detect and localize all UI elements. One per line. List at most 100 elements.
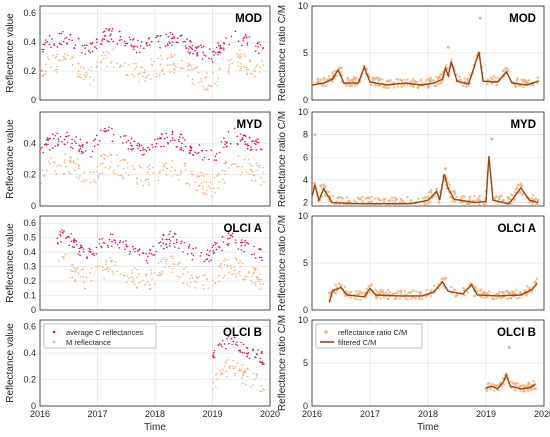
ratio-outlier-point (351, 78, 354, 82)
c-reflectance-point (244, 244, 247, 246)
m-reflectance-point (116, 270, 118, 272)
m-reflectance-point (228, 271, 230, 274)
m-reflectance-point (205, 76, 208, 78)
c-reflectance-point (171, 44, 173, 46)
plot-frame (39, 319, 271, 407)
m-reflectance-point (69, 268, 71, 271)
m-reflectance-point (242, 371, 245, 373)
m-reflectance-point (263, 389, 266, 391)
m-reflectance-point (153, 272, 156, 274)
c-reflectance-point (189, 150, 192, 152)
c-reflectance-point (166, 238, 168, 241)
m-reflectance-point (77, 62, 80, 64)
y-tick-label: 0.6 (23, 322, 36, 332)
c-reflectance-point (51, 38, 53, 40)
c-reflectance-point (188, 244, 191, 246)
y-tick-label: 0.2 (23, 66, 36, 76)
m-reflectance-point (216, 175, 218, 177)
m-reflectance-point (251, 275, 253, 277)
y-axis-label: Reflectance ratio C/M (277, 5, 288, 101)
c-reflectance-point (253, 253, 256, 255)
c-reflectance-point (240, 44, 243, 47)
c-reflectance-point (44, 39, 47, 41)
plot-frame (311, 319, 545, 407)
c-reflectance-point (249, 149, 252, 151)
c-reflectance-point (56, 237, 59, 240)
ratio-point (382, 291, 385, 295)
m-reflectance-point (233, 265, 236, 268)
m-reflectance-point (236, 166, 238, 168)
m-reflectance-point (184, 162, 187, 165)
c-reflectance-point (200, 46, 203, 49)
ratio-point (373, 197, 376, 200)
ratio-point (416, 86, 420, 90)
m-reflectance-point (215, 374, 217, 376)
m-reflectance-point (203, 193, 206, 195)
c-reflectance-point (81, 51, 83, 54)
c-reflectance-point (101, 40, 103, 42)
m-reflectance-point (240, 55, 243, 58)
m-reflectance-point (213, 177, 216, 179)
c-reflectance-point (94, 138, 97, 140)
ratio-point (515, 384, 518, 388)
ratio-point (370, 195, 373, 199)
ratio-outlier-point (444, 167, 447, 171)
c-reflectance-point (239, 140, 242, 142)
m-reflectance-point (240, 369, 243, 372)
y-tick-label: 0.4 (23, 247, 36, 257)
m-reflectance-point (190, 274, 193, 277)
ratio-point (477, 196, 480, 200)
c-reflectance-point (146, 262, 149, 264)
m-reflectance-point (178, 178, 180, 181)
m-reflectance-point (207, 88, 209, 91)
m-reflectance-point (74, 280, 76, 283)
m-reflectance-point (71, 276, 74, 279)
m-reflectance-point (244, 55, 246, 57)
c-reflectance-point (153, 254, 156, 256)
ratio-point (388, 199, 392, 202)
m-reflectance-point (138, 164, 141, 167)
panel-right-4: 051020162017201820192020TimeReflectance … (277, 315, 550, 433)
m-reflectance-point (249, 168, 252, 171)
m-reflectance-point (173, 72, 175, 74)
m-reflectance-point (41, 69, 44, 72)
m-reflectance-point (196, 174, 198, 177)
c-reflectance-point (102, 31, 105, 33)
ratio-point (341, 197, 344, 200)
c-reflectance-point (251, 348, 254, 351)
c-reflectance-point (73, 241, 75, 243)
x-axis-label: Time (417, 422, 439, 433)
c-reflectance-point (163, 145, 165, 148)
c-reflectance-point (145, 259, 148, 262)
ratio-point (536, 76, 539, 79)
m-reflectance-point (165, 173, 168, 176)
c-reflectance-point (203, 54, 205, 56)
c-reflectance-point (199, 255, 202, 257)
m-reflectance-point (223, 259, 225, 262)
m-reflectance-point (74, 279, 76, 281)
m-reflectance-point (77, 267, 79, 269)
m-reflectance-point (245, 66, 248, 69)
c-reflectance-point (75, 142, 77, 145)
m-reflectance-point (243, 65, 245, 67)
c-reflectance-point (96, 41, 98, 44)
m-reflectance-point (64, 153, 67, 155)
m-reflectance-point (235, 53, 238, 55)
c-reflectance-point (127, 148, 130, 150)
m-reflectance-point (52, 161, 55, 163)
m-reflectance-point (68, 171, 70, 173)
m-reflectance-point (62, 173, 65, 175)
ratio-point (458, 201, 462, 204)
m-reflectance-point (224, 173, 226, 176)
ratio-point (312, 81, 314, 84)
c-reflectance-point (82, 248, 85, 250)
ratio-point (536, 82, 539, 85)
c-reflectance-point (112, 133, 115, 136)
ratio-point (530, 196, 533, 200)
m-reflectance-point (222, 178, 224, 181)
c-reflectance-point (65, 136, 68, 138)
ratio-point (502, 382, 505, 386)
c-reflectance-point (114, 239, 116, 242)
c-reflectance-point (123, 40, 126, 43)
ratio-point (356, 196, 359, 199)
